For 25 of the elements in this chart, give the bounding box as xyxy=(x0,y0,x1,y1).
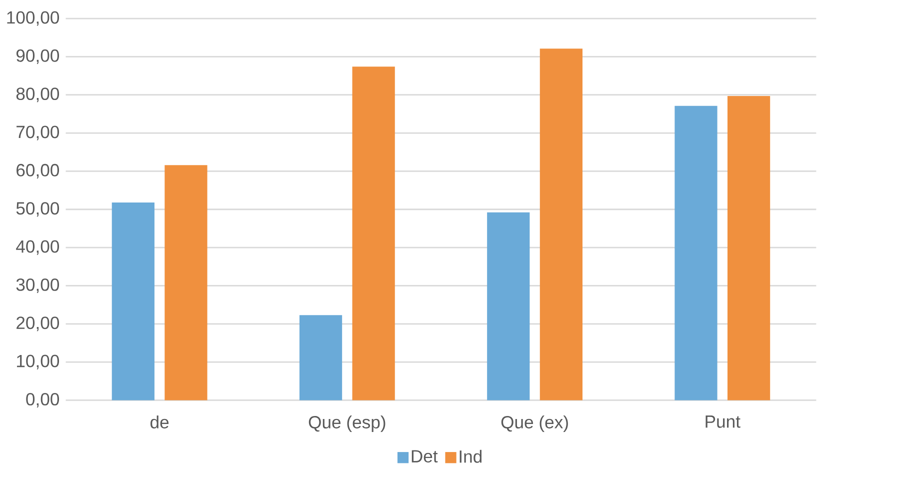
bar xyxy=(352,66,395,400)
legend-label: Det xyxy=(412,450,438,463)
legend-label: Ind xyxy=(460,450,482,463)
x-tick-label: Que (esp) xyxy=(308,416,386,432)
x-tick-label: Punt xyxy=(706,416,740,428)
bar xyxy=(674,106,718,400)
y-tick-label: 20,00 xyxy=(16,316,60,332)
bar xyxy=(164,165,208,400)
y-tick-label: 100,00 xyxy=(7,11,60,26)
y-tick-label: 0,00 xyxy=(26,392,60,408)
y-tick-label: 90,00 xyxy=(16,49,60,64)
x-tick-label: de xyxy=(150,416,169,428)
y-tick-label: 80,00 xyxy=(16,88,60,102)
bar xyxy=(299,315,342,400)
x-tick-label: Que (ex) xyxy=(501,416,568,432)
y-tick-label: 50,00 xyxy=(16,202,60,217)
bar xyxy=(112,202,154,400)
y-tick-label: 40,00 xyxy=(16,240,60,255)
y-tick-label: 70,00 xyxy=(16,126,60,140)
y-tick-label: 60,00 xyxy=(16,164,60,178)
y-tick-label: 30,00 xyxy=(16,278,60,293)
bar xyxy=(727,96,770,400)
bar xyxy=(540,48,582,400)
y-tick-label: 10,00 xyxy=(17,354,60,370)
bar xyxy=(487,212,530,400)
